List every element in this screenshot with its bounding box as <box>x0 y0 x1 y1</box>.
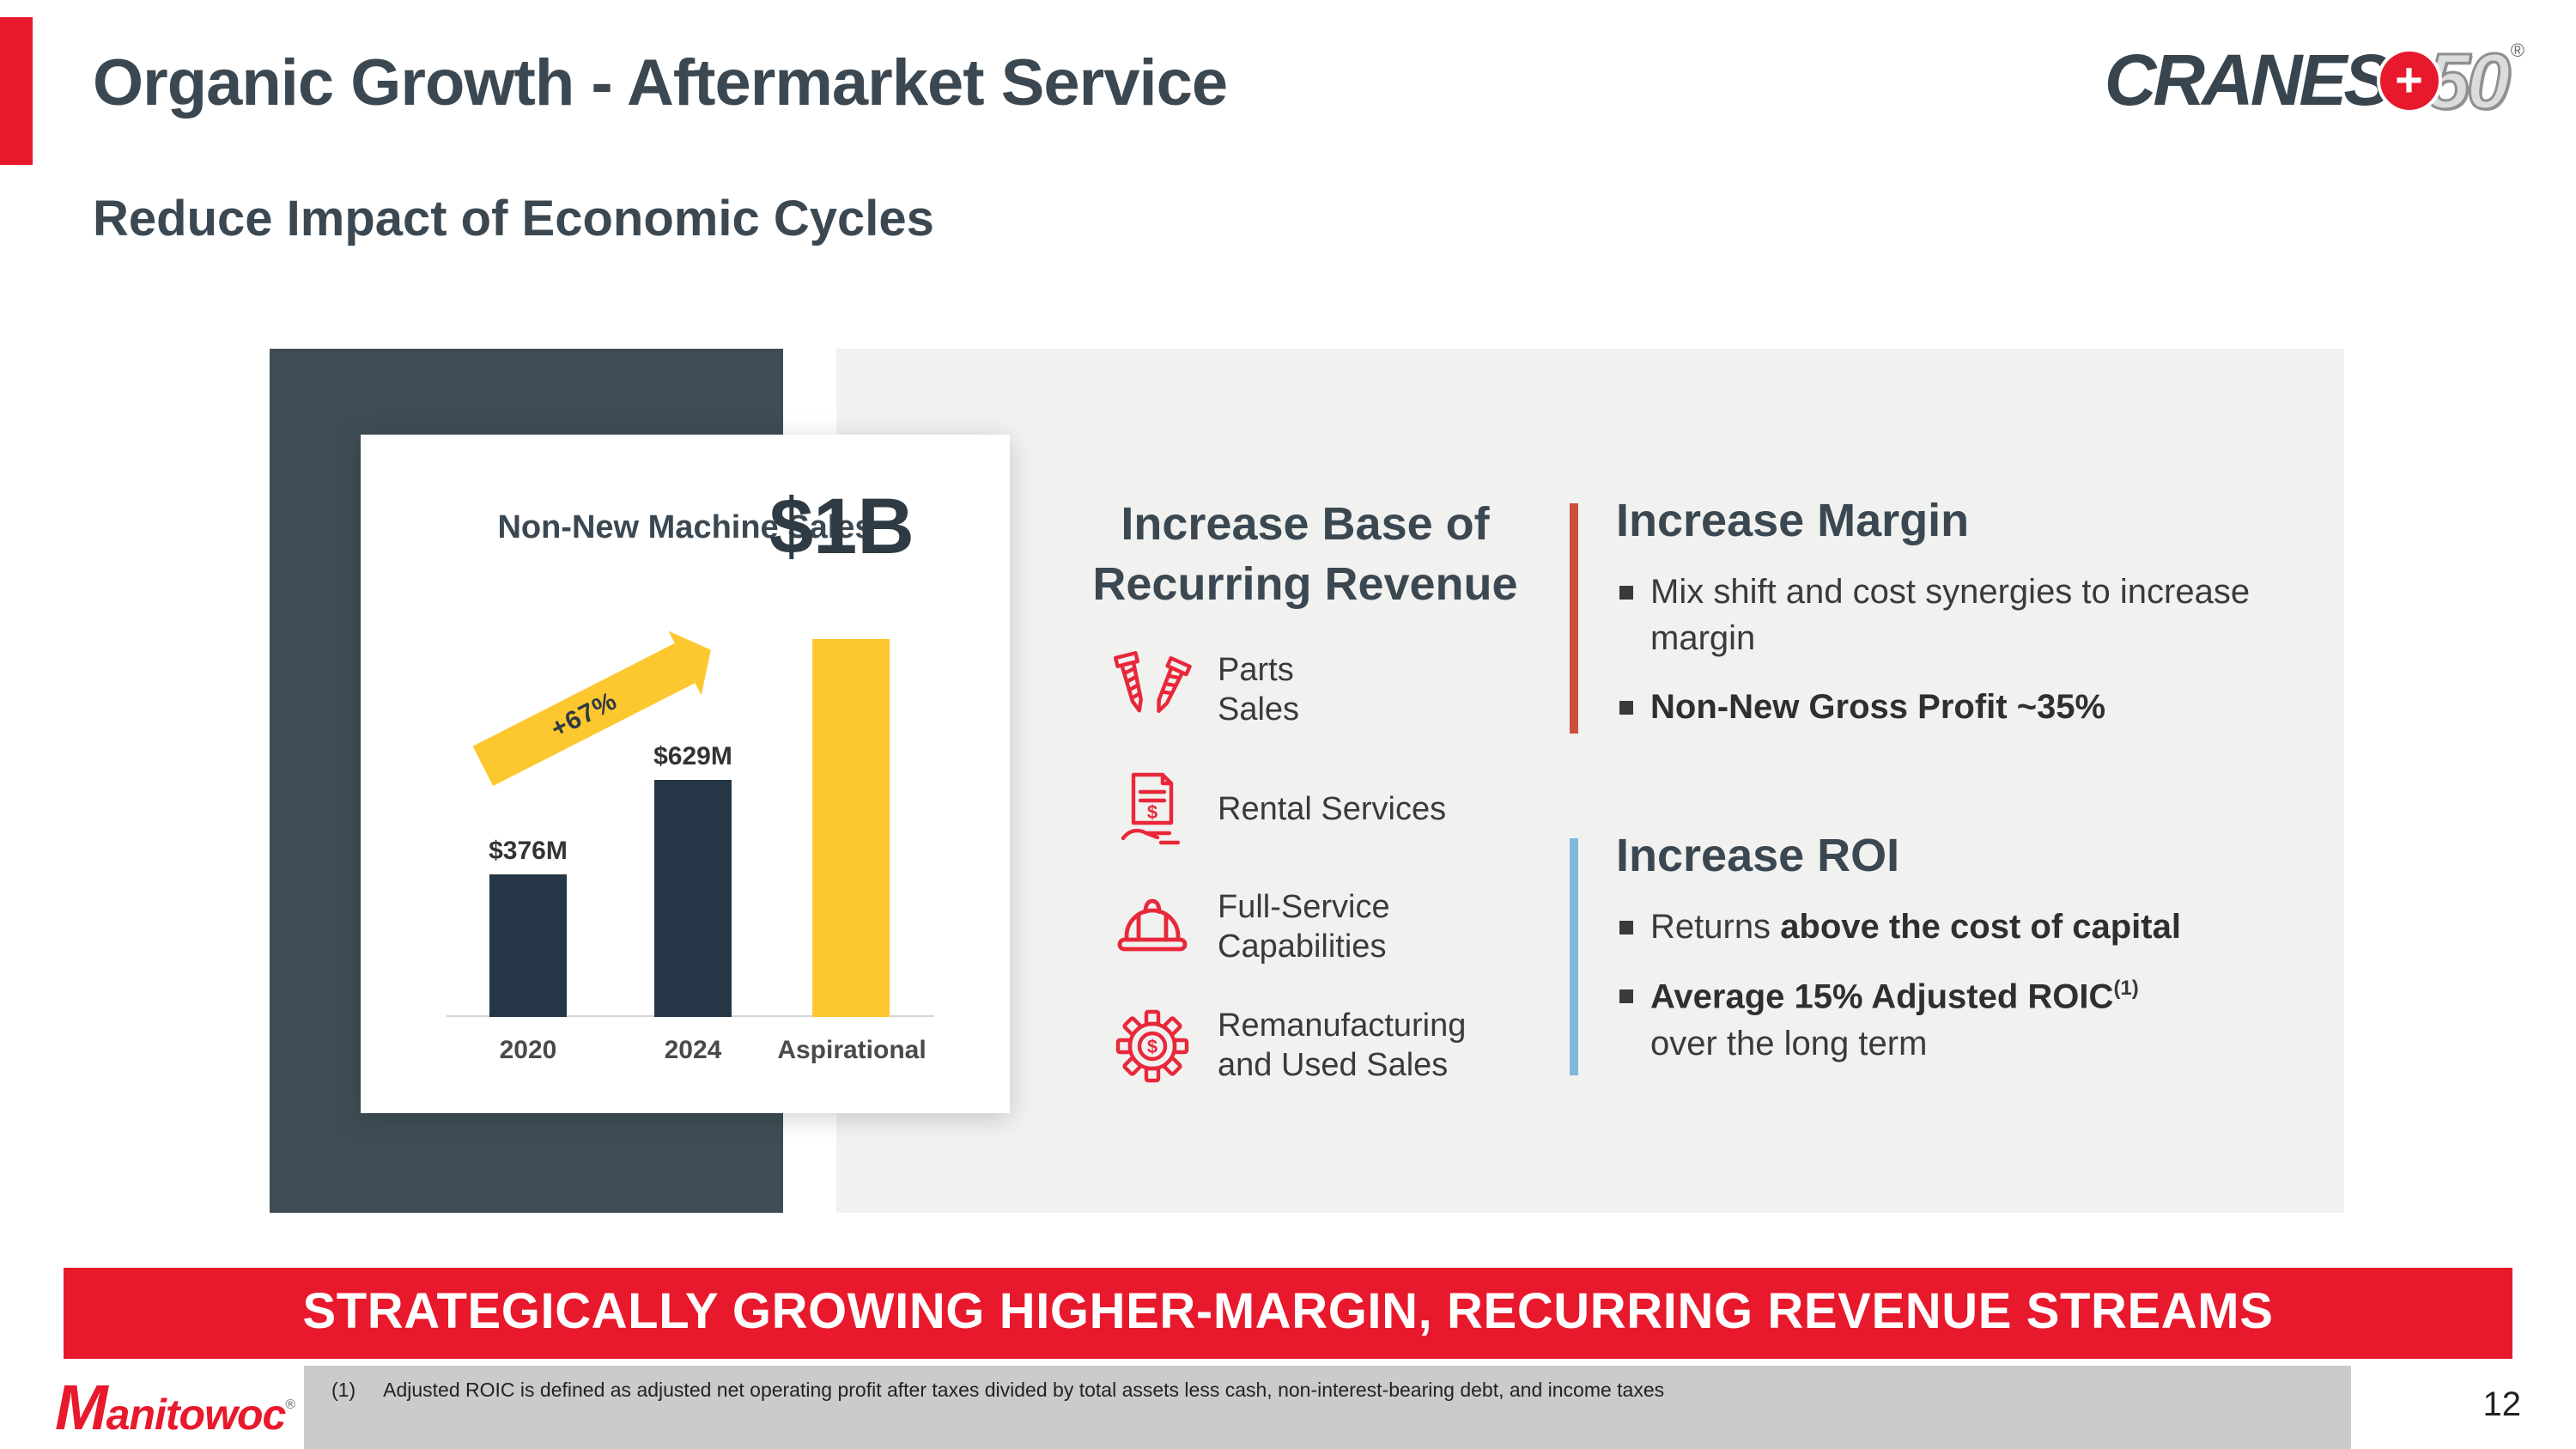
recurring-revenue-heading: Increase Base of Recurring Revenue <box>1092 498 1518 611</box>
bar-value-label: $629M <box>653 742 732 771</box>
bar-value-label: $376M <box>489 837 568 866</box>
increase-margin-section: Increase Margin Mix shift and cost syner… <box>1570 495 2320 734</box>
increase-roi-heading: Increase ROI <box>1616 830 1900 881</box>
increase-margin-heading: Increase Margin <box>1616 495 1970 546</box>
bar-group-aspirational <box>812 639 890 1017</box>
chart-bar <box>812 639 890 1017</box>
bar-group-2020: $376M <box>489 837 568 1017</box>
list-item-remanufacturing: $ Remanufacturing and Used Sales <box>1109 1005 1580 1087</box>
footnote-marker: (1) <box>331 1381 356 1402</box>
chart-card: Non-New Machine Sales $1B +67% $376M $62… <box>361 435 1010 1113</box>
footnote: (1) Adjusted ROIC is defined as adjusted … <box>331 1381 1664 1402</box>
page-number: 12 <box>2482 1386 2522 1424</box>
cranes-logo-text: CRANES <box>2104 40 2392 120</box>
svg-text:$: $ <box>1147 801 1157 823</box>
list-item-label: Remanufacturing and Used Sales <box>1218 1008 1467 1085</box>
registered-mark: ® <box>285 1397 296 1412</box>
list-item-rental-services: $ Rental Services <box>1109 768 1580 850</box>
cranes-50-logo: CRANES + 50 ® <box>2105 34 2524 127</box>
chart-bar <box>489 874 567 1017</box>
footnote-text: Adjusted ROIC is defined as adjusted net… <box>383 1381 1665 1402</box>
page-title: Organic Growth - Aftermarket Service <box>93 48 1228 120</box>
recurring-revenue-column: Increase Base of Recurring Revenue <box>1030 495 1580 1087</box>
chart-title: Non-New Machine Sales <box>497 510 873 546</box>
list-item-label: Parts Sales <box>1218 653 1300 729</box>
list-item-full-service: Full-Service Capabilities <box>1109 886 1580 969</box>
list-item-parts-sales: Parts Sales <box>1109 649 1580 732</box>
registered-mark: ® <box>2510 41 2524 62</box>
content-panel <box>836 349 2344 1213</box>
margin-accent-bar <box>1570 503 1578 734</box>
title-accent-bar <box>0 17 33 165</box>
plus-badge-icon: + <box>2376 48 2442 113</box>
list-item-label: Full-Service Capabilities <box>1218 890 1390 966</box>
bar-group-2024: $629M <box>653 742 732 1017</box>
gear-dollar-icon: $ <box>1109 1005 1195 1087</box>
chart-target-label: $1B <box>769 481 914 570</box>
svg-text:$: $ <box>1147 1036 1157 1057</box>
page-subtitle: Reduce Impact of Economic Cycles <box>93 192 934 247</box>
growth-percent-label: +67% <box>545 685 623 744</box>
list-item-label: Rental Services <box>1218 791 1447 828</box>
bullet-returns: Returns above the cost of capital <box>1616 905 2320 952</box>
rental-services-icon: $ <box>1109 768 1195 850</box>
x-axis-label: Aspirational <box>777 1036 927 1065</box>
footnote-strip: (1) Adjusted ROIC is defined as adjusted … <box>304 1366 2351 1449</box>
bullet-gross-profit: Non-New Gross Profit ~35% <box>1616 685 2320 732</box>
banner-text: STRATEGICALLY GROWING HIGHER-MARGIN, REC… <box>302 1285 2274 1340</box>
increase-roi-section: Increase ROI Returns above the cost of c… <box>1570 830 2320 1075</box>
chart-bar <box>654 780 732 1017</box>
roi-accent-bar <box>1570 838 1578 1075</box>
bullet-roic: Average 15% Adjusted ROIC(1) over the lon… <box>1616 974 2320 1068</box>
footnote-reference: (1) <box>2113 976 2139 1000</box>
x-axis-label: 2020 <box>499 1036 557 1065</box>
parts-icon <box>1109 649 1195 732</box>
bullet-mix-shift: Mix shift and cost synergies to increase… <box>1616 570 2320 663</box>
footer: (1) Adjusted ROIC is defined as adjusted … <box>0 1366 2576 1449</box>
banner: STRATEGICALLY GROWING HIGHER-MARGIN, REC… <box>64 1268 2512 1359</box>
x-axis-label: 2024 <box>664 1036 722 1065</box>
hardhat-icon <box>1109 886 1195 969</box>
